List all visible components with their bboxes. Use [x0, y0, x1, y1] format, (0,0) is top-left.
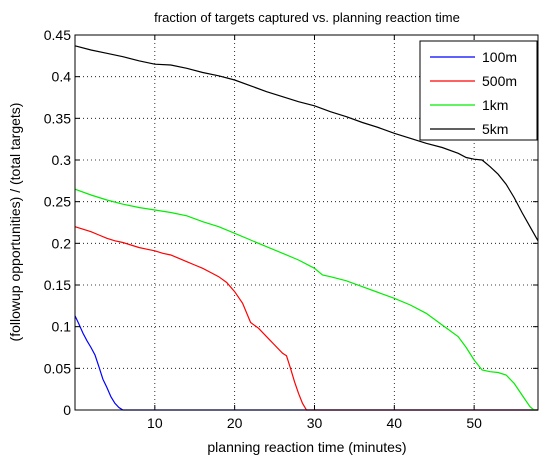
y-tick-label: 0.35	[44, 110, 71, 126]
y-tick-label: 0.3	[52, 152, 72, 168]
y-tick-label: 0.4	[52, 69, 72, 85]
y-tick-label: 0.1	[52, 319, 72, 335]
series-line-500m	[74, 226, 538, 411]
legend-label-1km: 1km	[482, 97, 508, 113]
x-tick-label: 50	[466, 415, 482, 431]
legend: 100m 500m 1km 5km	[419, 40, 538, 141]
plot-area-frame	[74, 34, 539, 411]
x-axis-label: planning reaction time (minutes)	[207, 439, 406, 455]
y-tick-label: 0	[63, 402, 71, 418]
series-line-1km	[74, 188, 538, 411]
legend-box	[419, 40, 538, 141]
series-line-100m	[74, 315, 538, 411]
y-axis-label: (followup opportunities) / (total target…	[7, 103, 23, 342]
legend-label-100m: 100m	[482, 49, 517, 65]
x-tick-label: 10	[147, 415, 163, 431]
y-tick-label: 0.05	[44, 360, 71, 376]
series-lines	[74, 45, 539, 411]
x-axis-ticks: 10 20 30 40 50	[147, 35, 482, 431]
legend-label-5km: 5km	[482, 121, 508, 137]
series-line-5km	[74, 45, 539, 242]
chart-title: fraction of targets captured vs. plannin…	[154, 10, 460, 25]
y-tick-label: 0.2	[52, 235, 72, 251]
x-tick-label: 30	[307, 415, 323, 431]
x-tick-label: 20	[227, 415, 243, 431]
y-axis-ticks: 0 0.05 0.1 0.15 0.2 0.25 0.3 0.35 0.4 0.45	[44, 27, 538, 418]
grid	[75, 34, 538, 411]
y-tick-label: 0.45	[44, 27, 71, 43]
y-tick-label: 0.15	[44, 277, 71, 293]
y-tick-label: 0.25	[44, 194, 71, 210]
legend-label-500m: 500m	[482, 73, 517, 89]
x-tick-label: 40	[387, 415, 403, 431]
